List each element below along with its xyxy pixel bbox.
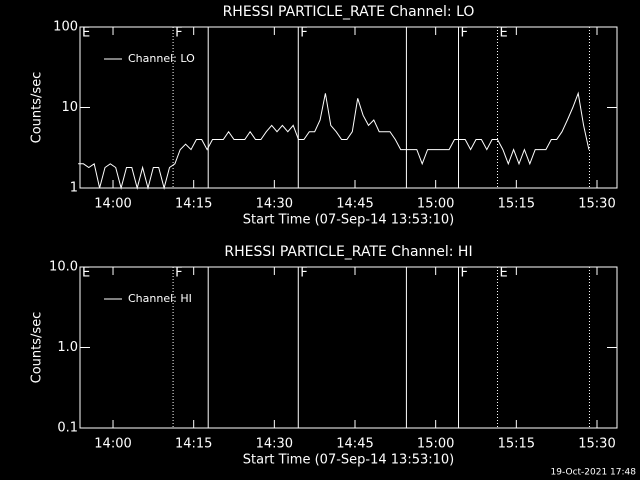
x-tick-label: 15:30 — [578, 437, 615, 452]
x-tick-label: 15:00 — [417, 437, 454, 452]
event-label: E — [82, 26, 90, 41]
event-label: E — [82, 266, 90, 281]
x-tick-label: 15:15 — [498, 197, 535, 212]
x-tick-label: 14:30 — [256, 437, 293, 452]
y-tick-label: 10 — [61, 100, 78, 115]
legend-label: Channel: LO — [128, 52, 195, 65]
x-tick-label: 14:15 — [175, 437, 212, 452]
x-tick-label: 14:15 — [175, 197, 212, 212]
footer: 19-Oct-2021 17:48 — [551, 468, 637, 478]
event-label: E — [500, 266, 508, 281]
x-tick-label: 15:00 — [417, 197, 454, 212]
y-tick-label: 0.1 — [57, 421, 78, 436]
data-line — [78, 91, 590, 190]
chart-title: RHESSI PARTICLE_RATE Channel: LO — [223, 4, 475, 20]
event-label: F — [300, 26, 307, 41]
event-label: F — [461, 266, 468, 281]
y-axis-title: Counts/sec — [30, 312, 45, 384]
event-label: F — [175, 26, 182, 41]
event-label: F — [300, 266, 307, 281]
legend-label: Channel: HI — [128, 292, 192, 305]
y-axis-title: Counts/sec — [30, 72, 45, 144]
x-tick-label: 15:15 — [498, 437, 535, 452]
chart-title: RHESSI PARTICLE_RATE Channel: HI — [224, 244, 472, 260]
x-tick-label: 14:45 — [336, 437, 373, 452]
x-axis-title: Start Time (07-Sep-14 13:53:10) — [243, 453, 454, 468]
event-label: F — [175, 266, 182, 281]
x-tick-label: 14:00 — [94, 437, 131, 452]
y-tick-label: 10.0 — [49, 260, 78, 275]
y-tick-label: 100 — [53, 20, 78, 35]
x-tick-label: 14:30 — [256, 197, 293, 212]
x-tick-label: 14:45 — [336, 197, 373, 212]
x-axis-title: Start Time (07-Sep-14 13:53:10) — [243, 213, 454, 228]
x-tick-label: 14:00 — [94, 197, 131, 212]
y-tick-label: 1 — [70, 181, 78, 196]
x-tick-label: 15:30 — [578, 197, 615, 212]
y-tick-label: 1.0 — [57, 340, 78, 355]
event-label: F — [461, 26, 468, 41]
event-label: E — [500, 26, 508, 41]
